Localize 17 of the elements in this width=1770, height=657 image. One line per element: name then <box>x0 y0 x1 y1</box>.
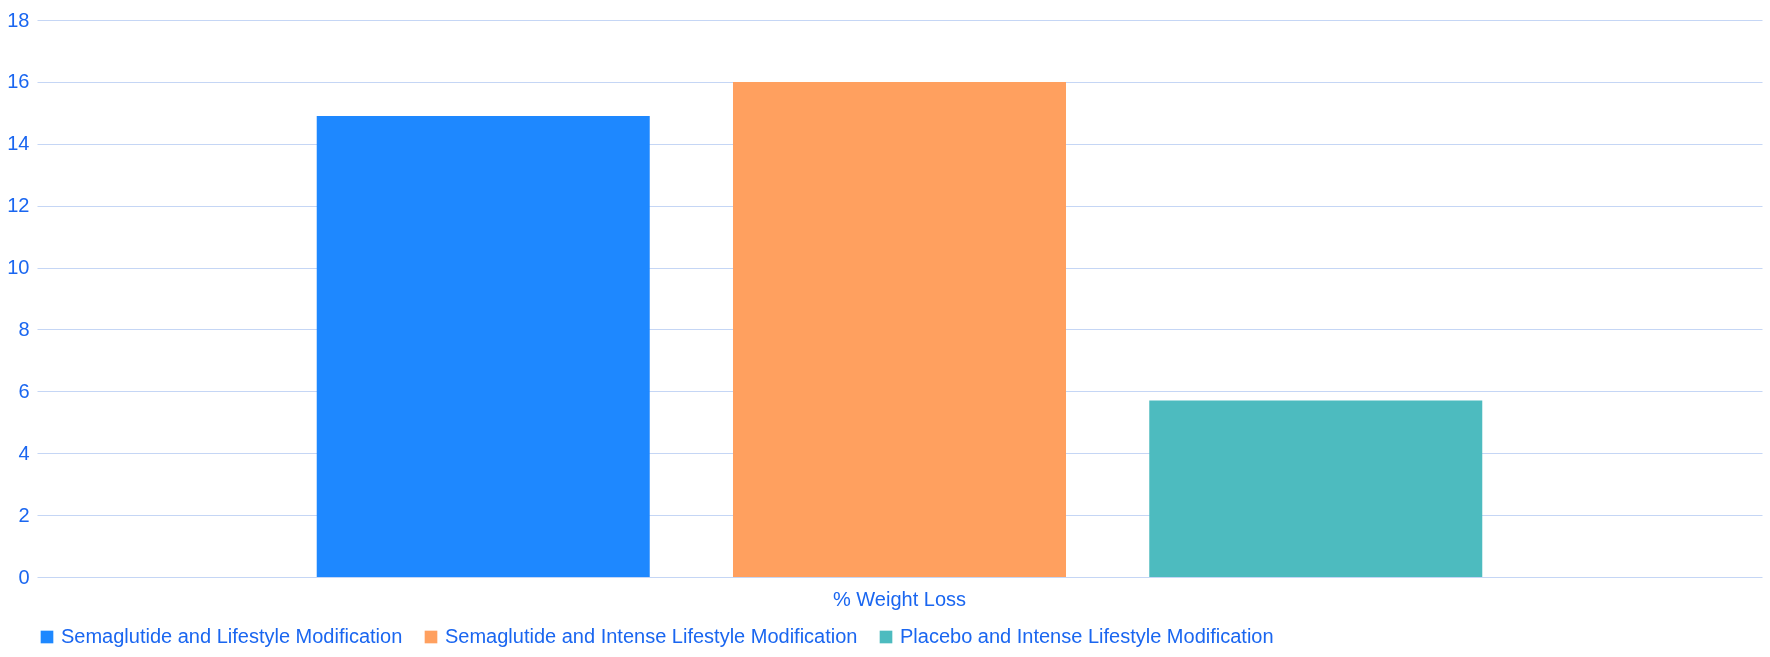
legend-label: Placebo and Intense Lifestyle Modification <box>900 625 1274 647</box>
bar <box>1149 400 1483 577</box>
legend-label: Semaglutide and Intense Lifestyle Modification <box>445 625 858 647</box>
y-tick-label: 12 <box>7 194 30 217</box>
bar <box>732 81 1067 577</box>
y-tick-label: 4 <box>18 441 30 464</box>
y-tick-label: 16 <box>7 70 30 93</box>
y-tick-label: 14 <box>7 132 30 155</box>
x-tick-label: % Weight Loss <box>832 587 967 610</box>
y-tick-label: 0 <box>18 565 30 588</box>
legend-label: Semaglutide and Lifestyle Modification <box>61 625 403 647</box>
y-tick-label: 10 <box>7 256 30 279</box>
y-tick-label: 18 <box>7 8 30 31</box>
y-tick-label: 8 <box>18 317 30 340</box>
bar <box>316 115 650 577</box>
y-tick-label: 6 <box>18 379 30 402</box>
y-tick-label: 2 <box>18 503 30 526</box>
